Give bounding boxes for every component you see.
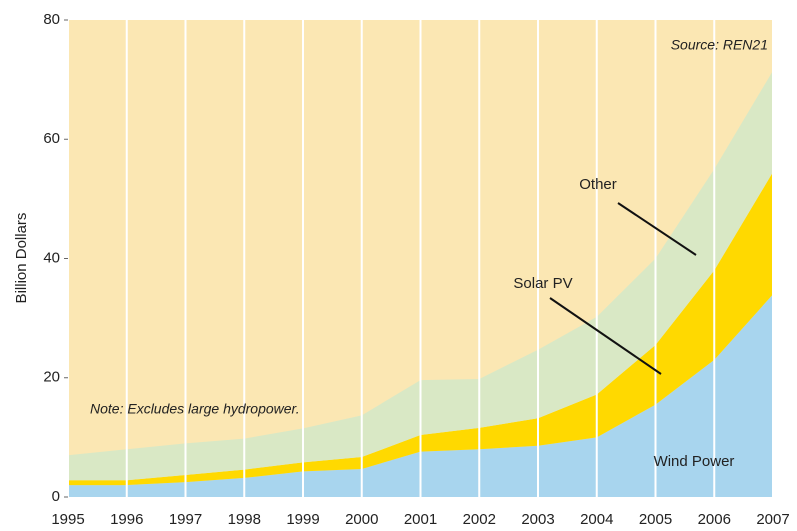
x-tick-label: 2000	[345, 511, 378, 528]
x-tick-label: 2001	[404, 511, 437, 528]
x-tick-label: 1996	[110, 511, 143, 528]
x-tick-label: 1999	[286, 511, 319, 528]
y-tick-label: 60	[43, 130, 60, 147]
y-tick-label: 40	[43, 249, 60, 266]
x-tick-label: 2003	[521, 511, 554, 528]
x-tick-label: 2005	[639, 511, 672, 528]
footnote: Note: Excludes large hydropower.	[90, 401, 300, 417]
y-axis-label: Billion Dollars	[13, 213, 30, 304]
series-label: Solar PV	[513, 275, 572, 292]
source-note: Source: REN21	[671, 37, 768, 53]
y-tick-label: 0	[52, 488, 60, 505]
y-tick-label: 20	[43, 369, 60, 386]
x-tick-label: 2002	[463, 511, 496, 528]
x-tick-label: 1995	[51, 511, 84, 528]
y-tick-label: 80	[43, 11, 60, 28]
series-label: Other	[579, 176, 617, 193]
x-tick-label: 1998	[228, 511, 261, 528]
x-tick-label: 2007	[756, 511, 789, 528]
leader-line	[617, 202, 697, 256]
leader-line	[549, 297, 662, 375]
x-tick-label: 1997	[169, 511, 202, 528]
x-tick-label: 2004	[580, 511, 613, 528]
x-tick-label: 2006	[698, 511, 731, 528]
series-label: Wind Power	[654, 453, 735, 470]
